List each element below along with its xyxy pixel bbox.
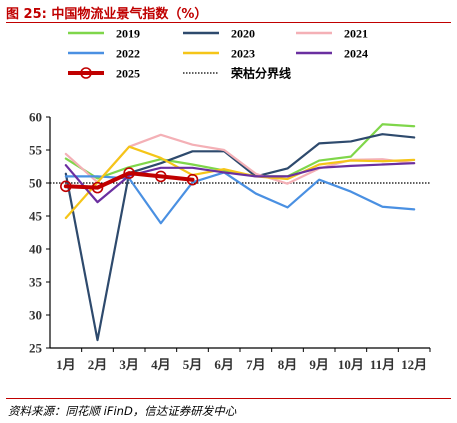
- legend-label-2019: 2019: [116, 27, 140, 41]
- legend-label-2021: 2021: [344, 27, 368, 41]
- x-tick-label: 9月: [309, 357, 329, 372]
- x-tick-label: 2月: [88, 357, 108, 372]
- figure-title: 图 25: 中国物流业景气指数（%）: [6, 7, 208, 22]
- series-point-2025: [60, 180, 72, 193]
- y-tick-label: 40: [29, 242, 42, 257]
- x-tick-label: 6月: [214, 357, 234, 372]
- series-point-2025: [186, 173, 199, 186]
- series-line-2022: [64, 171, 416, 225]
- legend-label-reference: 荣枯分界线: [230, 66, 291, 81]
- legend-label-2022: 2022: [116, 47, 140, 61]
- series-point-2025: [155, 170, 167, 183]
- x-tick-label: 11月: [370, 357, 395, 372]
- legend-label-2020: 2020: [231, 27, 255, 41]
- x-tick-label: 8月: [278, 357, 298, 372]
- series-line-2020: [64, 133, 416, 342]
- legend-label-2023: 2023: [231, 47, 255, 61]
- footer-divider: [6, 398, 451, 399]
- title-divider: [6, 22, 451, 23]
- series-point-2025: [123, 167, 135, 179]
- legend-marker-2025: [80, 67, 92, 79]
- y-tick-label: 50: [29, 176, 42, 191]
- chart-axes: 25 30 35 40 45 50 55 60 1月 2月 3月 4月 5月 6月 7月 8月 9月 10月 11月…: [29, 110, 431, 372]
- y-tick-label: 55: [29, 143, 43, 158]
- line-chart: 2019 2020 2021 2022 2023 2024 2025 荣枯分界线 25 30 35…: [29, 27, 431, 372]
- x-tick-label: 1月: [56, 357, 76, 372]
- y-tick-label: 30: [29, 308, 42, 323]
- x-tick-label: 4月: [151, 357, 171, 372]
- series-line-2019: [64, 123, 416, 180]
- x-tick-label: 7月: [246, 357, 266, 372]
- x-tick-label: 12月: [401, 357, 427, 372]
- legend-label-2025: 2025: [116, 67, 140, 81]
- x-tick-label: 5月: [183, 357, 203, 372]
- series-layer: [60, 123, 416, 342]
- series-line-2023: [64, 145, 416, 220]
- series-line-2024: [64, 162, 416, 204]
- y-tick-label: 25: [29, 341, 43, 356]
- y-tick-label: 35: [29, 275, 43, 290]
- x-tick-label: 10月: [338, 357, 364, 372]
- series-point-2025: [91, 181, 104, 194]
- series-line-2025: [63, 171, 195, 190]
- y-tick-label: 45: [29, 209, 43, 224]
- x-tick-label: 3月: [119, 357, 139, 372]
- legend-label-2024: 2024: [344, 47, 368, 61]
- source-note: 资料来源：同花顺 iFinD，信达证券研发中心: [8, 404, 237, 418]
- chart-legend: 2019 2020 2021 2022 2023 2024 2025 荣枯分界线: [68, 27, 368, 81]
- y-tick-label: 60: [29, 110, 42, 125]
